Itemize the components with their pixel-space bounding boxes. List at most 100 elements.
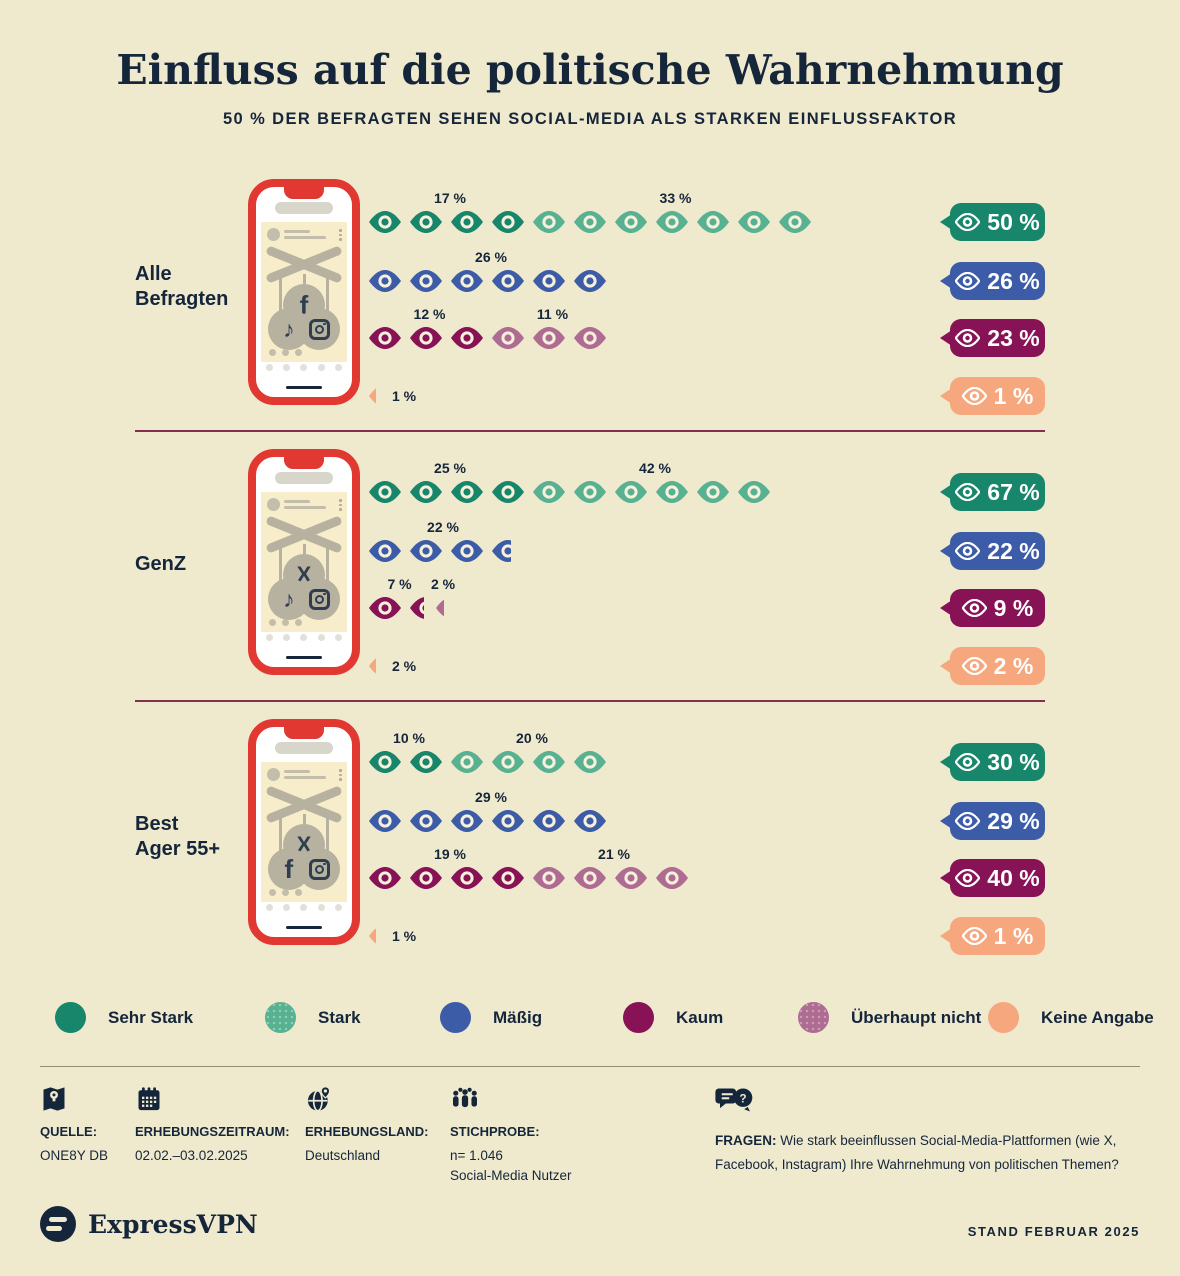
pictograph-row: 25 % 42 % xyxy=(368,460,778,504)
badge-percent: 23 % xyxy=(987,324,1040,351)
footer-item-globe: ERHEBUNGSLAND: Deutschland xyxy=(305,1085,429,1166)
post-text-line xyxy=(284,506,326,509)
eye-icon xyxy=(573,866,607,890)
post-menu-icon xyxy=(339,229,342,243)
segment-percent-label: 26 % xyxy=(475,249,507,265)
eye-icon xyxy=(409,326,443,350)
phone-nav-dots xyxy=(256,634,352,641)
phone-notch xyxy=(284,455,324,469)
eye-icon xyxy=(532,269,566,293)
footer-label: ERHEBUNGSLAND: xyxy=(305,1124,429,1139)
brand-name: ExpressVPN xyxy=(88,1209,258,1239)
group-section-alle-befragten: Alle Befragten f ♪ 17 % 33 % 50 % 26 % 26 % 12 % 1… xyxy=(0,178,1180,430)
eye-icon xyxy=(614,866,648,890)
facebook-icon: f xyxy=(299,290,309,320)
people-icon xyxy=(450,1085,572,1115)
segment-percent-label: 1 % xyxy=(392,388,417,404)
eye-icon xyxy=(532,480,566,504)
segment-maessig: 22 % xyxy=(368,519,518,563)
footer-label: STICHPROBE: xyxy=(450,1124,540,1139)
eye-icon xyxy=(655,866,689,890)
segment-sehr_stark: 17 % xyxy=(368,190,532,234)
eye-icon xyxy=(450,750,484,774)
segment-ueberhaupt_nicht: 2 % xyxy=(431,576,455,620)
footer-label: QUELLE: xyxy=(40,1124,98,1139)
post-text-line xyxy=(284,500,310,503)
eye-icon xyxy=(409,210,443,234)
footer-value: ONE8Y DB xyxy=(40,1148,109,1163)
phone-home-indicator xyxy=(286,386,322,389)
puppet-string xyxy=(279,272,283,328)
stand-date: STAND FEBRUAR 2025 xyxy=(967,1224,1140,1239)
segment-percent-label: 33 % xyxy=(659,190,692,206)
legend-swatch xyxy=(798,1002,829,1033)
eye-icon xyxy=(368,269,402,293)
legend-swatch xyxy=(265,1002,296,1033)
post-text-line xyxy=(284,230,310,233)
eye-icon xyxy=(532,326,566,350)
pictograph-row: 17 % 33 % xyxy=(368,190,819,234)
segment-kaum: 12 % xyxy=(368,306,491,350)
segment-sehr_stark: 10 % xyxy=(368,730,450,774)
segment-percent-label: 29 % xyxy=(475,789,507,805)
tiktok-icon: ♪ xyxy=(283,585,295,612)
phone-nav-dots xyxy=(256,364,352,371)
footer-item-calendar: ERHEBUNGSZEITRAUM: 02.02.–03.02.2025 xyxy=(135,1085,290,1166)
puppet-string xyxy=(326,812,330,868)
legend-label: Mäßig xyxy=(493,1007,543,1027)
legend-label: Überhaupt nicht xyxy=(851,1007,982,1027)
pictograph-row: 10 % 20 % xyxy=(368,730,614,774)
eye-icon xyxy=(450,269,484,293)
calendar-icon xyxy=(135,1085,290,1115)
fragen-label: FRAGEN: xyxy=(715,1133,777,1148)
eye-icon xyxy=(491,269,525,293)
partial-eye-icon xyxy=(368,654,376,678)
segment-percent-label: 1 % xyxy=(392,928,417,944)
instagram-icon xyxy=(308,858,330,880)
pictograph-row: 12 % 11 % xyxy=(368,306,614,350)
total-badge: 26 % xyxy=(940,262,1045,300)
eye-icon xyxy=(696,210,730,234)
facebook-icon: f xyxy=(284,854,294,884)
segment-percent-label: 17 % xyxy=(434,190,466,206)
eye-icon xyxy=(409,866,443,890)
eye-icon xyxy=(573,210,607,234)
partial-eye-icon xyxy=(368,924,376,948)
eye-icon xyxy=(614,480,648,504)
globe-icon xyxy=(305,1085,429,1115)
brand-logo: ExpressVPN xyxy=(40,1206,258,1242)
eye-icon xyxy=(368,596,402,620)
footer-item-map: QUELLE: ONE8Y DB xyxy=(40,1085,108,1166)
legend-item-stark: Stark xyxy=(265,1002,361,1033)
eye-icon xyxy=(409,750,443,774)
phone-notch xyxy=(284,725,324,739)
instagram-icon xyxy=(308,318,330,340)
segment-kaum: 7 % xyxy=(368,576,431,620)
phone-home-indicator xyxy=(286,926,322,929)
post-avatar xyxy=(267,768,280,781)
post-avatar xyxy=(267,498,280,511)
footer-item-people: STICHPROBE: n= 1.046 Social-Media Nutzer xyxy=(450,1085,572,1187)
partial-eye-icon xyxy=(368,384,376,408)
total-badge: 9 % xyxy=(940,589,1045,627)
phone-status-bar xyxy=(275,202,333,214)
eye-icon xyxy=(491,210,525,234)
eye-icon xyxy=(450,539,484,563)
total-badge: 67 % xyxy=(940,473,1045,511)
post-menu-icon xyxy=(339,769,342,783)
puppet-string xyxy=(279,542,283,598)
group-label-genz: GenZ xyxy=(135,553,187,575)
legend-label: Stark xyxy=(318,1007,361,1027)
badge-percent: 1 % xyxy=(993,382,1034,409)
footer-divider xyxy=(40,1066,1140,1067)
phone-nav-dots xyxy=(256,904,352,911)
legend-item-sehr_stark: Sehr Stark xyxy=(55,1002,193,1033)
phone-notch xyxy=(284,185,324,199)
badge-percent: 50 % xyxy=(987,208,1040,235)
expressvpn-logomark-icon xyxy=(40,1206,76,1242)
eye-icon xyxy=(532,210,566,234)
section-divider xyxy=(135,430,1045,432)
segment-stark: 20 % xyxy=(450,730,614,774)
